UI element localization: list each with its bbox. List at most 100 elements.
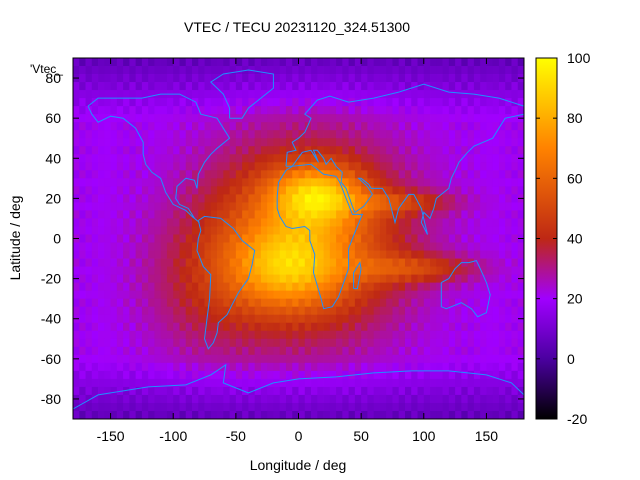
heatmap-cell [323,266,331,275]
heatmap-cell [91,266,99,275]
heatmap-cell [98,314,105,324]
heatmap-cell [417,410,425,420]
heatmap-cell [223,82,230,91]
heatmap-cell [455,202,462,211]
heatmap-cell [273,210,281,219]
heatmap-cell [254,410,262,420]
heatmap-cell [423,314,431,324]
heatmap-cell [455,290,462,300]
heatmap-cell [123,234,130,243]
heatmap-cell [248,138,256,147]
heatmap-cell [279,274,287,284]
heatmap-cell [210,106,218,115]
heatmap-cell [192,322,199,332]
heatmap-cell [455,90,462,99]
heatmap-cell [517,386,525,396]
heatmap-cell [354,386,362,396]
heatmap-cell [367,338,375,348]
heatmap-cell [185,122,193,131]
heatmap-cell [160,146,168,155]
heatmap-cell [254,306,262,316]
heatmap-cell [198,194,205,203]
heatmap-cell [285,82,293,91]
heatmap-cell [185,138,193,147]
x-tick-label: 0 [295,428,303,444]
heatmap-cell [455,258,462,267]
heatmap-cell [342,354,350,364]
heatmap-cell [304,74,312,83]
heatmap-cell [242,98,249,107]
heatmap-cell [517,90,525,99]
heatmap-cell [430,130,437,139]
heatmap-cell [511,130,519,139]
heatmap-cell [123,178,130,187]
heatmap-cell [273,218,281,227]
heatmap-cell [223,154,230,163]
heatmap-cell [267,146,274,155]
heatmap-cell [486,194,494,203]
heatmap-cell [480,226,487,235]
heatmap-cell [235,362,243,372]
coastline-australia [440,260,491,318]
heatmap-cell [492,402,500,412]
heatmap-cell [329,154,337,163]
heatmap-cell [336,274,343,284]
heatmap-cell [260,234,268,243]
heatmap-cell [367,282,375,292]
heatmap-cell [367,74,375,83]
heatmap-cell [354,114,362,123]
heatmap-cell [379,170,387,179]
heatmap-cell [311,338,318,348]
heatmap-cell [248,322,256,332]
heatmap-cell [492,98,500,107]
heatmap-cell [498,346,506,356]
legend-label: 'Vtec_ [30,62,63,76]
heatmap-cell [461,154,469,163]
heatmap-cell [298,58,306,67]
heatmap-cell [442,146,450,155]
heatmap-cell [110,58,118,67]
heatmap-cell [448,186,456,195]
heatmap-cell [160,98,168,107]
heatmap-cell [492,322,500,332]
heatmap-cell [379,362,387,372]
heatmap-cell [273,346,281,356]
heatmap-cell [480,178,487,187]
heatmap-cell [498,322,506,332]
heatmap-cell [517,66,525,75]
heatmap-cell [192,410,199,420]
heatmap-cell [242,354,249,364]
heatmap-cell [505,242,512,251]
heatmap-cell [116,330,124,340]
heatmap-cell [329,178,337,187]
heatmap-cell [223,58,230,67]
heatmap-cell [154,330,162,340]
heatmap-cell [480,162,487,171]
heatmap-cell [135,410,143,420]
heatmap-cell [354,298,362,308]
heatmap-cell [85,266,93,275]
heatmap-cell [110,402,118,412]
heatmap-cell [260,74,268,83]
heatmap-cell [229,330,237,340]
heatmap-cell [229,314,237,324]
heatmap-cell [98,282,105,292]
heatmap-cell [461,362,469,372]
heatmap-cell [379,306,387,316]
heatmap-cell [267,234,274,243]
heatmap-cell [398,98,406,107]
heatmap-cell [423,74,431,83]
heatmap-cell [285,346,293,356]
heatmap-cell [304,138,312,147]
heatmap-cell [436,410,443,420]
heatmap-cell [135,114,143,123]
heatmap-cell [311,154,318,163]
heatmap-cell [386,186,393,195]
heatmap-cell [292,242,299,251]
heatmap-cell [342,386,350,396]
heatmap-cell [386,242,393,251]
heatmap-cell [373,82,381,91]
heatmap-cell [423,146,431,155]
heatmap-cell [455,170,462,179]
heatmap-cell [411,58,418,67]
